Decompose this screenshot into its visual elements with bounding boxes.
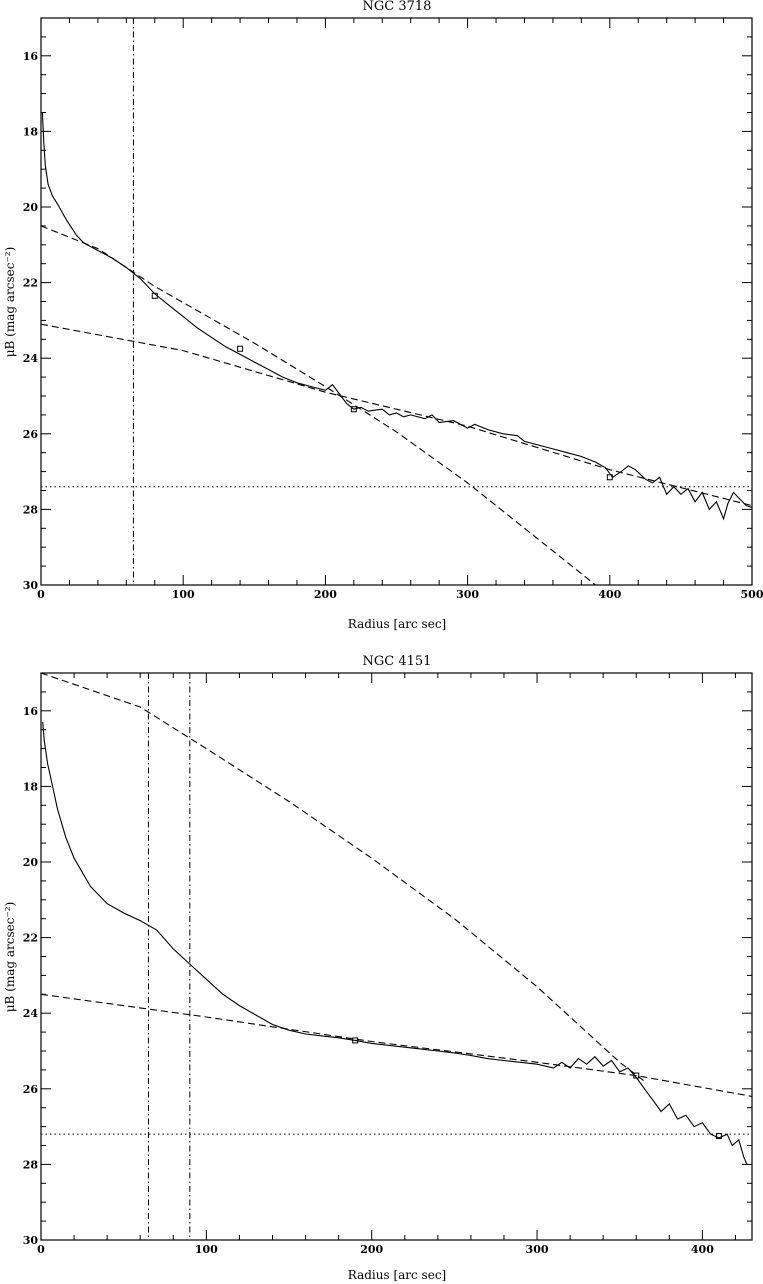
y-tick-label: 20 [23, 856, 39, 869]
break-marker [237, 345, 244, 352]
y-tick-label: 26 [23, 1083, 39, 1096]
chart-title: NGC 4151 [363, 654, 432, 669]
break-marker [606, 474, 613, 481]
axis-ticks: 0 100 200 300 400 500 16 18 20 22 24 26 28 30 [23, 17, 763, 601]
x-tick-label: 400 [691, 1243, 714, 1256]
break-marker [352, 1037, 359, 1044]
plot-frame [40, 672, 753, 1241]
x-tick-label: 200 [314, 588, 337, 601]
break-marker [633, 1072, 640, 1079]
fit-line-2 [40, 323, 753, 507]
fit-line-1 [40, 672, 645, 1082]
break-marker [151, 292, 158, 299]
y-tick-label: 18 [23, 125, 39, 138]
surface-brightness-profile [42, 722, 748, 1165]
x-axis-label: Radius [arc sec] [348, 617, 446, 631]
y-tick-label: 18 [23, 780, 39, 793]
fit-line-1 [40, 225, 596, 586]
x-tick-label: 400 [598, 588, 621, 601]
y-tick-label: 22 [23, 277, 38, 290]
x-tick-label: 0 [37, 1243, 45, 1256]
vertical-marker-lines [147, 673, 191, 1240]
y-tick-label: 20 [23, 201, 39, 214]
break-markers [352, 1037, 722, 1140]
x-tick-label: 300 [526, 1243, 549, 1256]
surface-brightness-profile [41, 112, 753, 521]
x-tick-label: 500 [741, 588, 763, 601]
y-tick-label: 24 [23, 352, 39, 365]
plot-frame [40, 17, 753, 586]
y-tick-label: 28 [23, 1158, 39, 1171]
x-tick-label: 200 [360, 1243, 383, 1256]
y-tick-label: 30 [23, 1234, 39, 1247]
break-markers [151, 292, 613, 481]
y-tick-label: 22 [23, 932, 38, 945]
x-axis-label: Radius [arc sec] [348, 1268, 446, 1282]
x-tick-label: 100 [195, 1243, 218, 1256]
profile-series [40, 672, 753, 1165]
y-axis-label: μB (mag arcsec⁻²) [3, 902, 17, 1013]
axis-ticks: 0 100 200 300 400 16 18 20 22 24 26 28 30 [23, 672, 752, 1256]
y-axis-label: μB (mag arcsec⁻²) [3, 247, 17, 358]
break-marker [715, 1133, 722, 1140]
y-tick-label: 30 [23, 579, 39, 592]
chart-panel-ngc4151: NGC 4151 0 100 200 300 400 16 18 20 22 24 26 28 30 R… [3, 654, 753, 1282]
x-tick-label: 300 [456, 588, 479, 601]
profile-series [40, 112, 753, 586]
x-tick-label: 0 [37, 588, 45, 601]
y-tick-label: 28 [23, 503, 39, 516]
y-tick-label: 26 [23, 428, 39, 441]
x-tick-label: 100 [172, 588, 195, 601]
chart-panel-ngc3718: NGC 3718 0 100 200 300 400 500 16 18 20 22 24 26 28 3… [3, 0, 763, 631]
y-tick-label: 16 [23, 705, 39, 718]
chart-title: NGC 3718 [363, 0, 432, 14]
y-tick-label: 16 [23, 50, 39, 63]
break-marker [350, 406, 357, 413]
fit-line-2 [40, 993, 753, 1097]
y-tick-label: 24 [23, 1007, 39, 1020]
